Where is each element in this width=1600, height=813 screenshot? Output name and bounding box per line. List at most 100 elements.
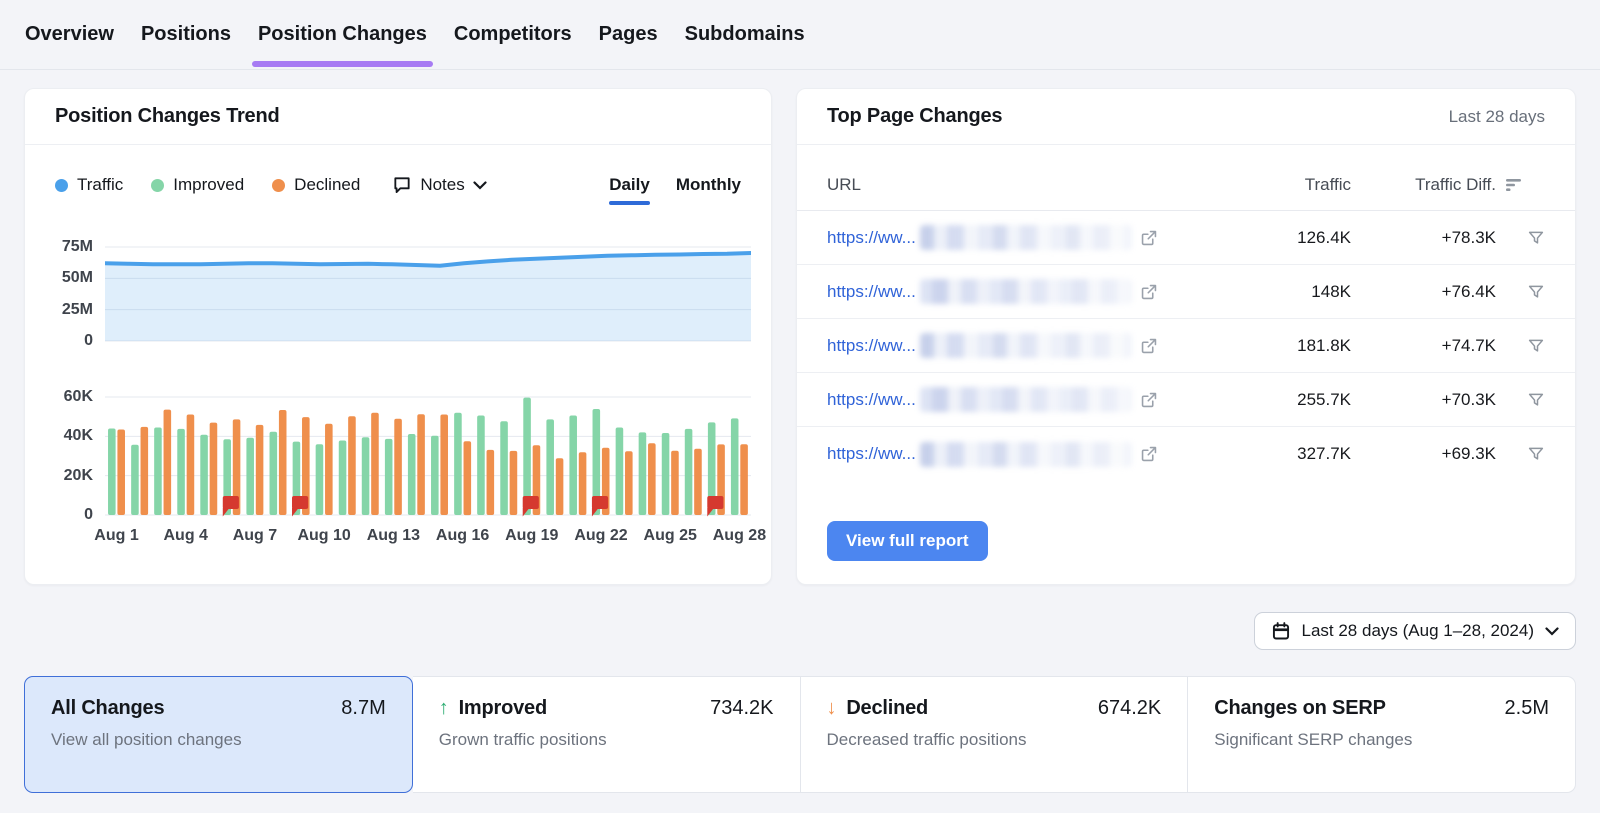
top-pages-table-body: https://ww... 126.4K +78.3K https://ww... 14… — [797, 211, 1575, 481]
summary-card-label: All Changes — [51, 697, 165, 720]
traffic-value: 327.7K — [1297, 444, 1351, 463]
external-link-icon[interactable] — [1140, 337, 1158, 355]
red-flag-note-marker[interactable] — [707, 496, 724, 517]
legend-label: Declined — [294, 175, 361, 194]
traffic-value: 126.4K — [1297, 227, 1351, 247]
summary-card-improved[interactable]: ↑ Improved 734.2K Grown traffic positions — [412, 676, 801, 793]
x-axis-tick-label: Aug 19 — [505, 527, 559, 544]
chart-legend: Traffic Improved Declined — [55, 175, 360, 195]
declined-legend-dot-icon — [272, 178, 286, 192]
summary-card-top: All Changes 8.7M — [51, 697, 386, 720]
funnel-icon[interactable] — [1527, 337, 1545, 355]
y-axis-tick-label: 25M — [61, 300, 93, 318]
blurred-url — [919, 441, 1132, 467]
date-filter-row: Last 28 days (Aug 1–28, 2024) — [24, 612, 1576, 650]
table-row: https://ww... 327.7K +69.3K — [797, 427, 1575, 481]
funnel-icon[interactable] — [1527, 283, 1545, 301]
traffic-area-chart — [105, 237, 751, 349]
active-tab-underline — [251, 61, 433, 67]
legend-item-declined: Declined — [272, 175, 360, 195]
legend-label: Traffic — [77, 175, 124, 194]
tab-label: Competitors — [453, 23, 572, 45]
tab-pages[interactable]: Pages — [598, 0, 659, 69]
speech-bubble-icon — [394, 177, 410, 193]
url-cell: https://ww... — [827, 225, 1241, 250]
x-axis-tick-label: Aug 25 — [643, 527, 697, 544]
y-axis-tick-label: 20K — [63, 466, 93, 484]
monthly-toggle[interactable]: Monthly — [675, 175, 741, 194]
summary-card-title: All Changes — [51, 697, 165, 719]
row-filter-cell — [1496, 283, 1545, 301]
column-header-url: URL — [827, 175, 862, 194]
table-header: URL Traffic Traffic Diff. — [797, 145, 1575, 211]
x-axis-tick-label: Aug 28 — [712, 527, 767, 544]
x-axis-tick-label: Aug 13 — [366, 527, 421, 544]
tab-positions[interactable]: Positions — [140, 0, 232, 69]
pages-card-header: Top Page Changes Last 28 days — [797, 89, 1575, 145]
page-url-link[interactable]: https://ww... — [827, 389, 916, 409]
traffic-diff-value: +78.3K — [1441, 227, 1496, 247]
improved-declined-bar-chart-svg — [105, 396, 751, 517]
tab-label: Overview — [25, 23, 114, 45]
blurred-url — [919, 387, 1132, 412]
sort-descending-icon[interactable] — [1506, 178, 1524, 192]
external-link-icon[interactable] — [1140, 445, 1158, 463]
summary-card-all-changes[interactable]: All Changes 8.7M View all position changes — [24, 676, 413, 793]
trend-chart-controls: Traffic Improved Declined Notes Daily Mont… — [55, 171, 741, 205]
tab-subdomains[interactable]: Subdomains — [684, 0, 806, 69]
column-header-traffic-diff[interactable]: Traffic Diff. — [1415, 175, 1496, 194]
chevron-down-icon — [473, 180, 487, 190]
summary-card-declined[interactable]: ↓ Declined 674.2K Decreased traffic positio… — [800, 676, 1189, 793]
trend-card-header: Position Changes Trend — [25, 89, 771, 145]
table-row: https://ww... 181.8K +74.7K — [797, 319, 1575, 373]
funnel-icon[interactable] — [1527, 229, 1545, 247]
row-filter-cell — [1496, 229, 1545, 247]
traffic-diff-value: +69.3K — [1441, 444, 1496, 463]
daily-toggle[interactable]: Daily — [609, 175, 650, 205]
tab-label: Pages — [598, 23, 658, 45]
page-url-link[interactable]: https://ww... — [827, 281, 916, 301]
button-row: View full report — [797, 481, 1575, 561]
granularity-toggle: Daily Monthly — [609, 175, 741, 205]
summary-card-value: 734.2K — [710, 697, 774, 719]
tab-overview[interactable]: Overview — [24, 0, 115, 69]
funnel-icon[interactable] — [1527, 445, 1545, 463]
y-axis-tick-label: 50M — [61, 269, 93, 287]
table-row: https://ww... 255.7K +70.3K — [797, 373, 1575, 427]
legend-label: Improved — [173, 175, 245, 194]
trend-card-title: Position Changes Trend — [55, 105, 280, 127]
legend-item-traffic: Traffic — [55, 175, 123, 195]
external-link-icon[interactable] — [1140, 391, 1158, 409]
tab-position-changes[interactable]: Position Changes — [251, 0, 433, 69]
tab-competitors[interactable]: Competitors — [453, 0, 573, 69]
url-cell: https://ww... — [827, 441, 1241, 467]
red-flag-note-marker[interactable] — [522, 496, 539, 517]
traffic-diff-value: +76.4K — [1441, 281, 1496, 301]
notes-dropdown[interactable]: Notes — [392, 175, 487, 195]
traffic-legend-dot-icon — [55, 178, 68, 192]
summary-card-changes-on-serp[interactable]: Changes on SERP 2.5M Significant SERP chan… — [1188, 676, 1576, 793]
view-full-report-button[interactable]: View full report — [827, 521, 988, 561]
calendar-icon — [1272, 622, 1289, 640]
summary-cards-row: All Changes 8.7M View all position changes… — [24, 676, 1576, 793]
tab-label: Position Changes — [257, 23, 427, 45]
page-url-link[interactable]: https://ww... — [827, 335, 916, 355]
up-arrow-icon: ↑ — [438, 697, 449, 719]
red-flag-note-marker[interactable] — [222, 496, 239, 517]
improved-declined-bar-chart — [105, 385, 751, 517]
external-link-icon[interactable] — [1140, 283, 1158, 301]
table-row: https://ww... 148K +76.4K — [797, 265, 1575, 319]
notes-label: Notes — [420, 175, 465, 194]
y-axis-tick-label: 0 — [84, 506, 93, 523]
traffic-value: 148K — [1311, 281, 1351, 301]
funnel-icon[interactable] — [1527, 391, 1545, 409]
page-url-link[interactable]: https://ww... — [827, 444, 916, 463]
date-range-picker[interactable]: Last 28 days (Aug 1–28, 2024) — [1253, 612, 1576, 650]
page-url-link[interactable]: https://ww... — [827, 227, 916, 247]
down-arrow-icon: ↓ — [826, 697, 837, 719]
column-header-traffic[interactable]: Traffic — [1304, 175, 1351, 194]
external-link-icon[interactable] — [1140, 229, 1158, 247]
changes-chart-x-axis: Aug 1 Aug 4 Aug 7 Aug 10 Aug 13 Aug 16 Aug 19 A… — [94, 525, 766, 553]
pages-card-title: Top Page Changes — [827, 105, 1003, 127]
summary-card-description: Grown traffic positions — [438, 730, 607, 749]
